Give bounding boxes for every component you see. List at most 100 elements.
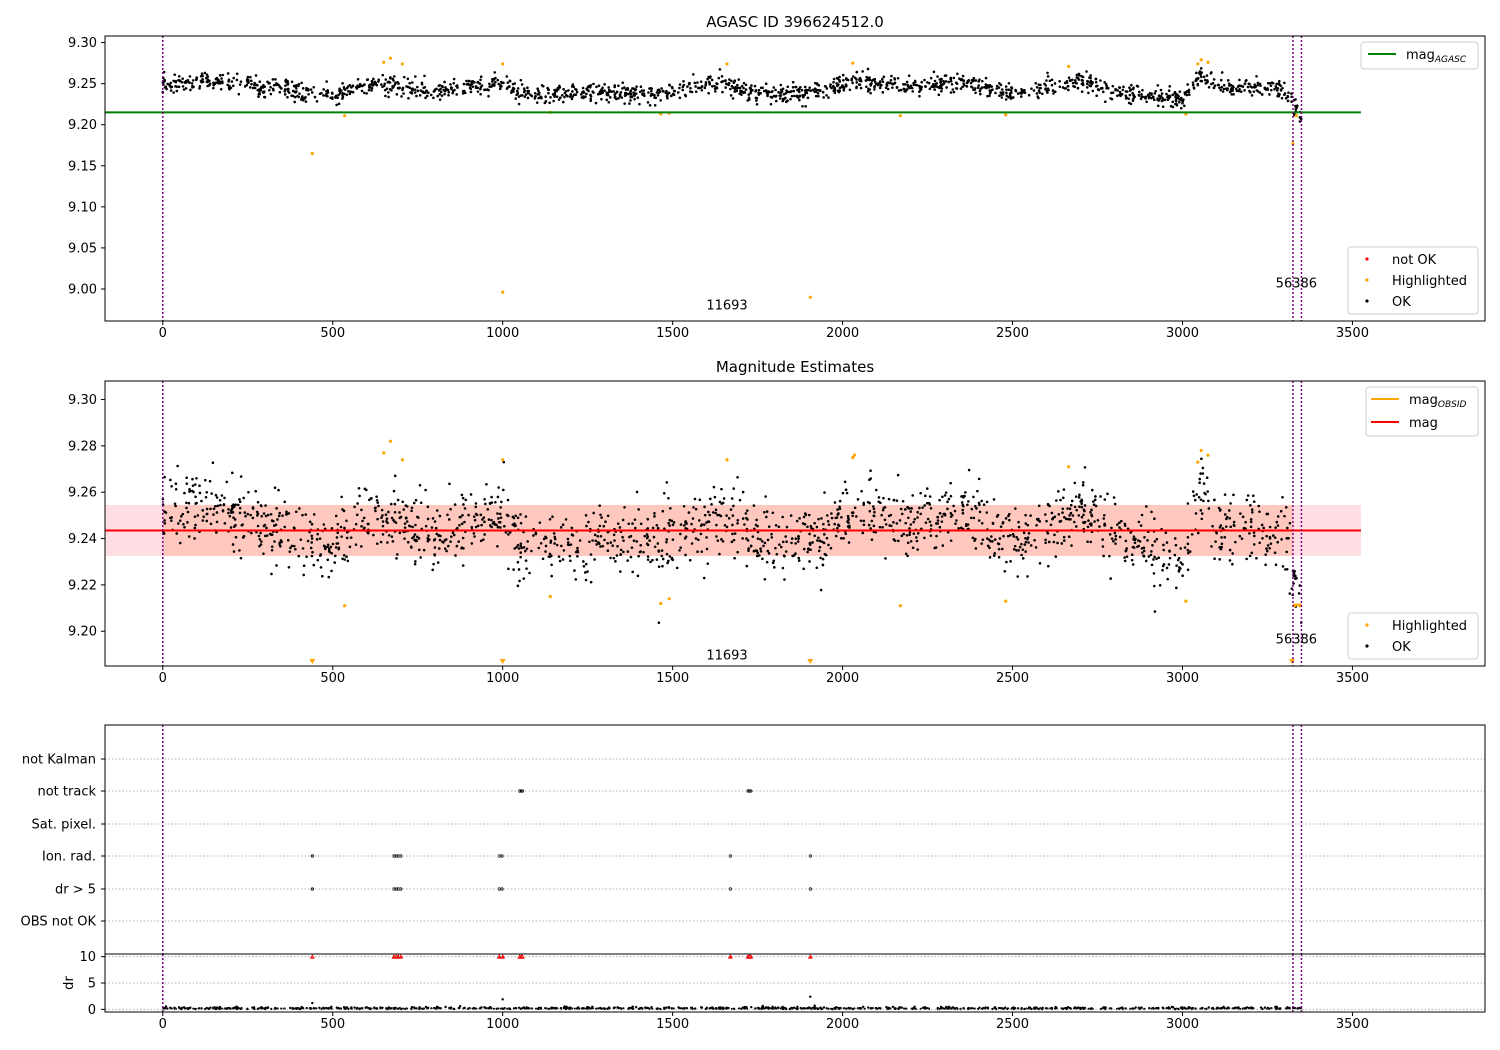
ok-point: [463, 507, 467, 510]
ok-point: [367, 88, 371, 92]
ok-point: [732, 487, 736, 490]
ok-point: [1080, 74, 1083, 78]
ok-point: [1108, 554, 1111, 558]
ok-point: [694, 85, 697, 88]
ok-point: [1132, 546, 1136, 549]
ok-point: [571, 90, 574, 93]
ok-point: [443, 547, 447, 550]
ok-point: [1144, 95, 1148, 99]
dr-point: [837, 1006, 840, 1010]
ok-point: [285, 512, 289, 516]
ok-point: [729, 87, 732, 91]
ok-point: [1156, 104, 1160, 108]
ok-point: [1186, 502, 1190, 505]
ok-point: [299, 538, 303, 541]
ok-point: [992, 554, 996, 557]
ok-point: [1199, 73, 1202, 77]
ok-point: [258, 544, 261, 548]
ok-point: [1027, 93, 1031, 97]
ok-point: [784, 535, 787, 538]
ok-point: [189, 88, 192, 92]
ok-point: [433, 520, 437, 523]
ok-point: [1014, 507, 1017, 510]
ok-point: [1074, 495, 1078, 498]
ok-point: [1061, 496, 1065, 500]
ok-point: [638, 102, 641, 106]
ok-point: [742, 81, 746, 85]
ok-point: [516, 516, 520, 520]
dr-point: [809, 995, 812, 998]
ok-point: [758, 554, 761, 557]
ok-point: [1004, 85, 1008, 88]
ok-point: [461, 536, 465, 540]
ok-point: [1102, 554, 1105, 558]
ok-point: [969, 81, 973, 85]
ok-point: [1133, 541, 1137, 545]
ok-point: [569, 543, 573, 546]
ok-point: [667, 559, 670, 563]
ok-point: [491, 522, 495, 525]
ok-point: [650, 89, 653, 93]
x-tick-label: 1000: [486, 326, 519, 341]
ok-point: [576, 546, 579, 550]
ok-point: [201, 77, 204, 81]
x-tick-label: 3000: [1166, 1017, 1199, 1032]
ok-point: [600, 97, 603, 101]
ok-point: [185, 506, 188, 510]
ok-point: [941, 544, 945, 547]
ok-point: [842, 537, 845, 540]
flag-row-label: Sat. pixel.: [32, 818, 96, 833]
ok-point: [884, 557, 887, 560]
ok-point: [268, 88, 271, 92]
ok-point: [1234, 540, 1237, 544]
ok-point: [1016, 575, 1020, 578]
ok-point: [1206, 80, 1209, 83]
dr-clipped-marker: [398, 954, 404, 959]
ok-point: [1200, 517, 1204, 521]
ok-point: [804, 88, 808, 92]
ok-point: [265, 526, 268, 530]
ok-point: [729, 94, 733, 97]
ok-point: [694, 90, 698, 93]
ok-point: [582, 560, 585, 563]
ok-point: [208, 84, 211, 87]
ok-point: [1004, 517, 1008, 520]
ok-point: [1082, 521, 1086, 525]
ok-point: [943, 494, 947, 497]
dr-point: [517, 1006, 521, 1009]
ok-point: [1100, 87, 1104, 90]
ok-point: [832, 80, 835, 84]
ok-point: [1034, 546, 1038, 549]
ok-point: [870, 538, 874, 541]
ok-point: [1199, 79, 1203, 83]
ok-point: [1075, 508, 1079, 512]
dr-point: [240, 1006, 243, 1010]
ok-point: [360, 508, 363, 512]
ok-point: [1131, 99, 1135, 103]
ok-point: [1205, 74, 1209, 77]
ok-point: [715, 523, 718, 527]
ok-point: [1005, 94, 1009, 97]
dr-point: [309, 1007, 313, 1010]
ok-point: [749, 87, 753, 90]
ok-point: [390, 535, 394, 538]
ok-point: [946, 500, 949, 504]
ok-point: [1026, 575, 1029, 578]
ok-point: [913, 517, 917, 521]
ok-point: [1186, 83, 1189, 86]
ok-point: [662, 492, 666, 495]
ok-point: [893, 76, 896, 80]
ok-point: [599, 89, 603, 92]
ok-point: [310, 522, 314, 526]
ok-point: [1232, 493, 1235, 497]
ok-point: [706, 562, 710, 565]
ok-point: [818, 539, 822, 543]
ok-point: [320, 574, 324, 578]
ok-point: [646, 558, 650, 561]
ok-point: [1132, 94, 1135, 97]
ok-point: [775, 552, 779, 556]
ok-point: [390, 516, 394, 520]
ok-point: [727, 516, 731, 520]
ok-point: [1198, 477, 1202, 481]
dr-point: [164, 1005, 168, 1008]
